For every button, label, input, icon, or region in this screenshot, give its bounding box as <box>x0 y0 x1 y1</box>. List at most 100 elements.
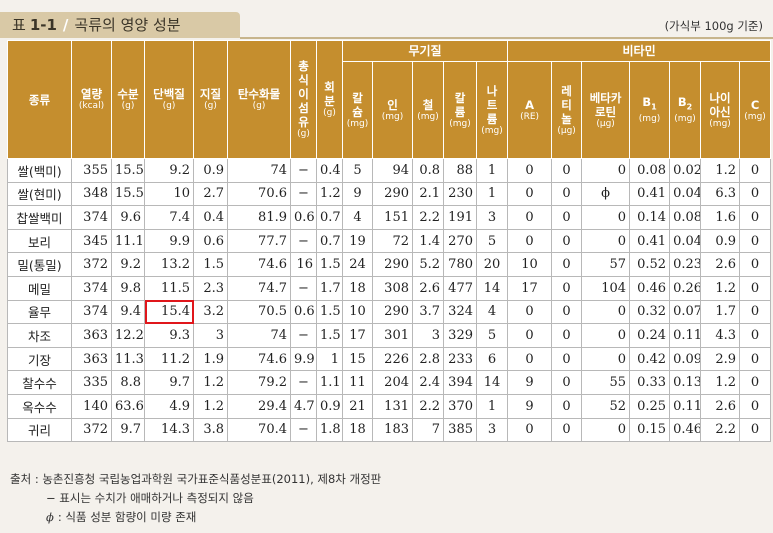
table-cell: 0 <box>739 228 772 254</box>
table-cell: 0.7 <box>316 205 343 230</box>
table-cell: 18 <box>342 417 373 443</box>
header-ash: 회분 (g) <box>316 40 343 159</box>
table-cell: − <box>290 323 317 348</box>
table-cell: 70.6 <box>227 181 291 207</box>
table-cell: − <box>290 158 317 183</box>
table-cell: 0.11 <box>669 393 702 419</box>
header-sodium: 나트륨 (mg) <box>475 61 509 159</box>
table-cell: 9.2 <box>144 158 194 183</box>
header-minerals-group: 무기질 <box>341 40 509 62</box>
table-cell: 4 <box>342 205 373 230</box>
table-cell: 0 <box>739 393 772 419</box>
table-cell: 0.04 <box>669 181 702 207</box>
table-cell: 3 <box>475 417 509 443</box>
table-cell: 88 <box>443 158 477 183</box>
table-cell: 3 <box>193 323 228 348</box>
table-cell: 1.9 <box>193 346 228 372</box>
table-cell: 4.3 <box>700 323 741 348</box>
header-phosphorus: 인 (mg) <box>372 61 413 159</box>
phi-note: : 식품 성분 함량이 미량 존재 <box>57 510 197 524</box>
table-cell: 9.4 <box>111 299 145 325</box>
header-niacin: 나이아신 (mg) <box>700 61 741 159</box>
table-cell: 204 <box>372 370 413 395</box>
table-cell: 335 <box>71 370 112 395</box>
table-cell: − <box>290 417 317 443</box>
table-cell: 0 <box>739 252 772 277</box>
header-potassium: 칼륨 (mg) <box>443 61 477 159</box>
table-cell: 1 <box>475 158 509 183</box>
table-cell: 2.6 <box>700 252 741 277</box>
header-iron: 철 (mg) <box>412 61 444 159</box>
table-cell: 9.8 <box>111 275 145 301</box>
table-cell: 0.07 <box>669 299 702 325</box>
table-cell: 1 <box>475 393 509 419</box>
table-cell: 0 <box>581 158 631 183</box>
table-cell: 2.3 <box>193 275 228 301</box>
table-cell: 70.5 <box>227 299 291 325</box>
table-cell: 0.08 <box>669 205 702 230</box>
table-cell: 0 <box>551 346 583 372</box>
table-cell: 394 <box>443 370 477 395</box>
table-cell: 0.09 <box>669 346 702 372</box>
table-cell: 0 <box>551 228 583 254</box>
table-cell: 9.9 <box>144 228 194 254</box>
table-cell: 5 <box>342 158 373 183</box>
table-row: 찰수수 335 8.8 9.7 1.2 79.2−1.1 11 204 2.4 394 14 9 0 55… <box>7 370 772 395</box>
table-cell: 74.7 <box>227 275 291 301</box>
table-cell: 0 <box>551 275 583 301</box>
header-vit-a: A (RE) <box>507 61 553 159</box>
table-cell: 5.2 <box>412 252 444 277</box>
table-cell: 0 <box>739 181 772 207</box>
table-cell: 2.9 <box>700 346 741 372</box>
header-water: 수분 (g) <box>111 40 145 159</box>
table-cell: 1.7 <box>700 299 741 325</box>
table-cell: 0 <box>581 417 631 443</box>
table-cell: 7 <box>412 417 444 443</box>
table-title: 표 1-1 / 곡류의 영양 성분 <box>12 14 181 36</box>
table-cell: 0.6 <box>290 205 317 230</box>
table-cell: 233 <box>443 346 477 372</box>
title-rule <box>240 37 773 39</box>
table-cell: 131 <box>372 393 413 419</box>
header-energy: 열량 (kcal) <box>71 40 112 159</box>
table-cell: 0 <box>551 205 583 230</box>
table-cell: 0.14 <box>629 205 671 230</box>
table-cell: 9 <box>507 370 553 395</box>
header-protein: 단백질 (g) <box>144 40 194 159</box>
table-cell: 191 <box>443 205 477 230</box>
table-cell: 94 <box>372 158 413 183</box>
table-row: 메밀 374 9.8 11.5 2.3 74.7−1.7 18 308 2.6 477 14 17 0 1… <box>7 275 772 301</box>
table-cell: 0.41 <box>629 181 671 207</box>
table-cell: 3 <box>412 323 444 348</box>
table-cell: 10 <box>144 181 194 207</box>
table-cell: 0 <box>507 181 553 207</box>
table-cell: 9 <box>507 393 553 419</box>
table-cell: 0 <box>551 417 583 443</box>
table-cell: 1.5 <box>316 323 343 348</box>
table-cell: 0.41 <box>629 228 671 254</box>
table-cell: 3.8 <box>193 417 228 443</box>
table-cell: 17 <box>342 323 373 348</box>
header-food: 종류 <box>7 40 72 159</box>
title-separator: / <box>62 16 69 34</box>
table-row: 기장 363 11.3 11.2 1.9 74.6 9.9 1 15 226 2.8 233 6 0 0 0 0… <box>7 346 772 372</box>
table-cell: − <box>290 275 317 301</box>
header-b1: B1 (mg) <box>629 61 671 159</box>
table-cell: 104 <box>581 275 631 301</box>
table-cell: 0 <box>507 228 553 254</box>
table-cell: 0.9 <box>700 228 741 254</box>
table-cell: 0.46 <box>629 275 671 301</box>
table-cell: 21 <box>342 393 373 419</box>
table-cell: 4.7 <box>290 393 317 419</box>
table-cell: 270 <box>443 228 477 254</box>
table-cell: 355 <box>71 158 112 183</box>
table-cell: 1.2 <box>316 181 343 207</box>
table-cell: 290 <box>372 252 413 277</box>
table-cell: 14 <box>475 275 509 301</box>
table-cell: 11.2 <box>144 346 194 372</box>
footnote-phi: ϕ: 식품 성분 함량이 미량 존재 <box>10 508 381 527</box>
table-cell: 290 <box>372 181 413 207</box>
table-cell: 345 <box>71 228 112 254</box>
table-cell: 0.24 <box>629 323 671 348</box>
table-cell: 0 <box>581 346 631 372</box>
